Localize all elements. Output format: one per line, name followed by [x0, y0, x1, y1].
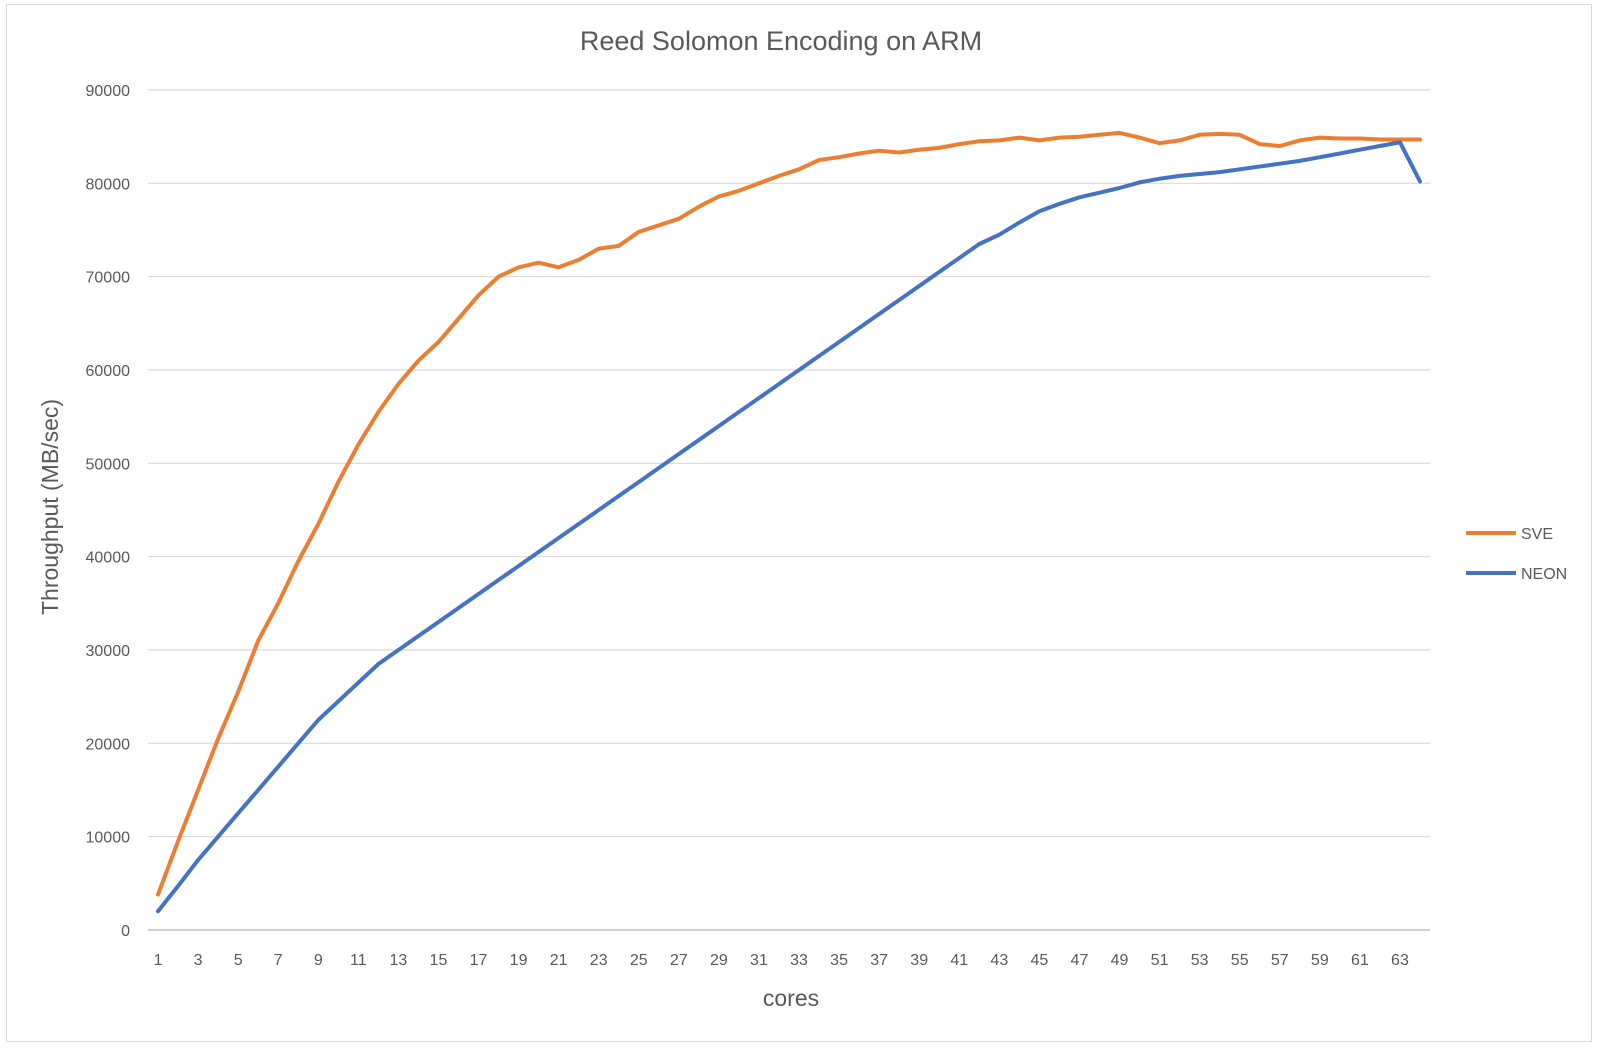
- y-axis-ticks: 0 10000 20000 30000 40000 50000 60000 70000 8000…: [86, 83, 131, 940]
- x-tick-label: 15: [430, 952, 448, 969]
- x-tick-label: 31: [750, 952, 768, 969]
- x-tick-label: 7: [274, 952, 283, 969]
- y-tick-label: 70000: [86, 270, 131, 287]
- y-tick-label: 40000: [86, 550, 131, 567]
- chart-frame: [6, 4, 1592, 1042]
- gridlines: [148, 89, 1430, 838]
- y-axis-label: Throughput (MB/sec): [37, 399, 63, 615]
- x-tick-label: 23: [590, 952, 608, 969]
- legend-label-sve: SVE: [1521, 526, 1553, 543]
- x-tick-label: 21: [550, 952, 568, 969]
- x-tick-label: 19: [510, 952, 528, 969]
- x-tick-label: 11: [350, 952, 367, 969]
- legend: SVE NEON: [1466, 526, 1567, 583]
- x-axis-label: cores: [763, 985, 819, 1011]
- x-tick-label: 41: [950, 952, 968, 969]
- x-tick-label: 35: [830, 952, 848, 969]
- x-tick-label: 29: [710, 952, 728, 969]
- x-tick-label: 25: [630, 952, 648, 969]
- chart-title: Reed Solomon Encoding on ARM: [580, 26, 982, 56]
- x-tick-label: 63: [1391, 952, 1409, 969]
- x-tick-label: 57: [1271, 952, 1289, 969]
- series-line-sve: [156, 130, 1422, 897]
- x-tick-label: 5: [234, 952, 243, 969]
- y-tick-label: 60000: [86, 363, 131, 380]
- x-tick-label: 51: [1151, 952, 1169, 969]
- y-tick-label: 80000: [86, 176, 131, 193]
- y-tick-label: 50000: [86, 456, 131, 473]
- x-tick-label: 1: [154, 952, 163, 969]
- y-tick-label: 30000: [86, 643, 131, 660]
- y-tick-label: 20000: [86, 736, 131, 753]
- x-tick-label: 53: [1191, 952, 1209, 969]
- x-tick-label: 45: [1030, 952, 1048, 969]
- x-tick-label: 55: [1231, 952, 1249, 969]
- x-tick-label: 33: [790, 952, 808, 969]
- x-tick-label: 39: [910, 952, 928, 969]
- x-tick-label: 47: [1071, 952, 1089, 969]
- x-tick-label: 9: [314, 952, 323, 969]
- y-tick-label: 90000: [86, 83, 131, 100]
- x-tick-label: 61: [1351, 952, 1369, 969]
- legend-label-neon: NEON: [1521, 566, 1567, 583]
- x-tick-label: 3: [194, 952, 203, 969]
- x-tick-label: 59: [1311, 952, 1329, 969]
- y-tick-label: 10000: [86, 830, 131, 847]
- x-tick-label: 17: [470, 952, 488, 969]
- x-tick-label: 27: [670, 952, 688, 969]
- x-tick-label: 49: [1111, 952, 1129, 969]
- x-tick-label: 43: [990, 952, 1008, 969]
- y-tick-label: 0: [121, 923, 130, 940]
- x-axis-ticks: 1 3 5 7 9 11 13 15 17 19 21 23 25 27 29 31 33 35 37 39 41 43 4…: [154, 952, 1409, 969]
- x-tick-label: 13: [389, 952, 407, 969]
- series-line-neon: [156, 140, 1422, 914]
- series-lines: [156, 130, 1422, 914]
- x-tick-label: 37: [870, 952, 888, 969]
